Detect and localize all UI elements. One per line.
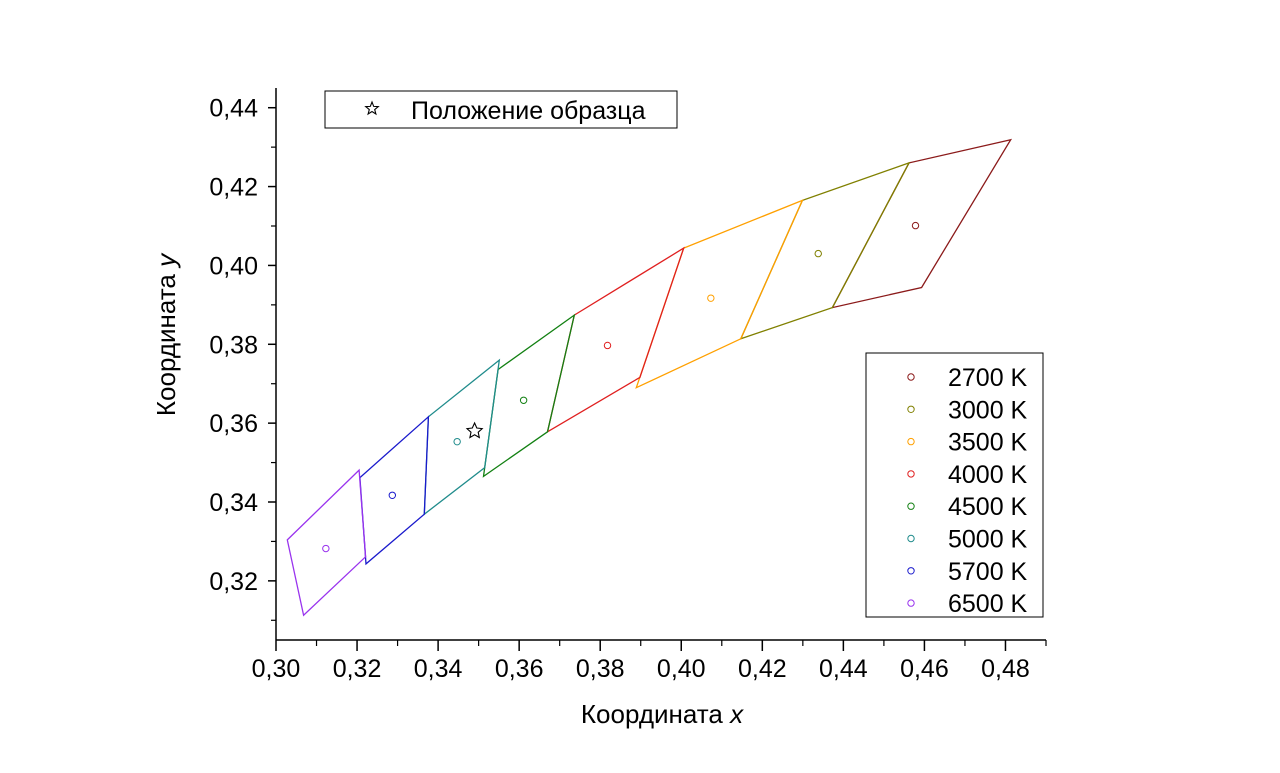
x-tick-label: 0,34 — [414, 655, 463, 683]
legend-label: 5700 K — [948, 558, 1028, 586]
x-axis-title: Координата x — [581, 699, 744, 729]
legend-marker — [907, 534, 915, 543]
y-ticks: 0,32 0,34 0,36 0,38 0,40 0,42 0,44 — [209, 95, 276, 621]
sample-legend-label: Положение образца — [411, 97, 646, 125]
center-point-6500K — [322, 544, 330, 553]
sample-legend-box — [324, 90, 678, 129]
legend-marker — [907, 373, 915, 381]
y-tick-label: 0,32 — [209, 568, 258, 596]
sample-layer — [465, 421, 484, 439]
legend-label: 6500 K — [948, 590, 1028, 618]
sample-star-marker — [465, 421, 484, 439]
quadrangle-6500K — [286, 468, 367, 617]
y-tick-label: 0,34 — [209, 489, 258, 517]
y-tick-label: 0,42 — [209, 174, 258, 202]
legend-label: 3500 K — [948, 429, 1028, 457]
legend-label: 4000 K — [948, 461, 1028, 489]
legend-marker — [907, 405, 915, 413]
center-point-3500K — [707, 294, 715, 302]
y-tick-label: 0,44 — [209, 95, 258, 123]
x-tick-label: 0,38 — [576, 655, 625, 683]
center-points-layer — [322, 221, 920, 553]
star-icon — [364, 100, 380, 116]
quadrangle-5000K — [423, 358, 501, 516]
legend-marker — [907, 437, 915, 446]
center-point-5000K — [453, 437, 461, 446]
quadrangle-3000K — [739, 161, 911, 340]
quadrangle-3500K — [635, 199, 804, 389]
x-tick-label: 0,46 — [900, 655, 949, 683]
quadrangle-5700K — [359, 415, 430, 566]
sample-legend: Положение образца — [324, 90, 678, 129]
quadrangle-2700K — [831, 138, 1013, 309]
quadrangle-4500K — [482, 313, 576, 478]
legend-marker — [907, 567, 915, 575]
center-point-5700K — [388, 491, 397, 499]
x-tick-label: 0,44 — [819, 655, 868, 683]
legend-label: 3000 K — [948, 396, 1028, 424]
y-tick-label: 0,40 — [209, 252, 258, 280]
quadrangles-layer — [286, 138, 1013, 617]
center-point-4500K — [519, 396, 528, 404]
x-tick-label: 0,48 — [981, 655, 1030, 683]
x-tick-label: 0,36 — [495, 655, 544, 683]
legend-box — [865, 352, 1044, 618]
legend-items: 2700 K 3000 K 3500 K 4000 K 4500 K 5000 K 5700… — [907, 364, 1028, 618]
x-tick-label: 0,32 — [333, 655, 382, 683]
legend-marker — [907, 599, 915, 607]
center-point-4000K — [603, 341, 612, 350]
legend-marker — [907, 470, 915, 478]
y-tick-label: 0,36 — [209, 410, 258, 438]
legend-marker — [907, 502, 915, 510]
center-point-3000K — [814, 249, 822, 258]
x-ticks: 0,30 0,32 0,34 0,36 0,38 0,40 0,42 0,44 0,46 0,48 — [252, 640, 1047, 683]
x-tick-label: 0,40 — [657, 655, 706, 683]
x-tick-label: 0,30 — [252, 655, 301, 683]
center-point-2700K — [911, 221, 920, 230]
legend-label: 5000 K — [948, 526, 1028, 554]
y-axis-title: Координата y — [151, 252, 181, 416]
x-tick-label: 0,42 — [738, 655, 787, 683]
axes — [275, 88, 1046, 641]
legend: 2700 K 3000 K 3500 K 4000 K 4500 K 5000 K 5700… — [865, 352, 1044, 618]
legend-label: 2700 K — [948, 364, 1028, 392]
y-tick-label: 0,38 — [209, 331, 258, 359]
legend-label: 4500 K — [948, 493, 1028, 521]
